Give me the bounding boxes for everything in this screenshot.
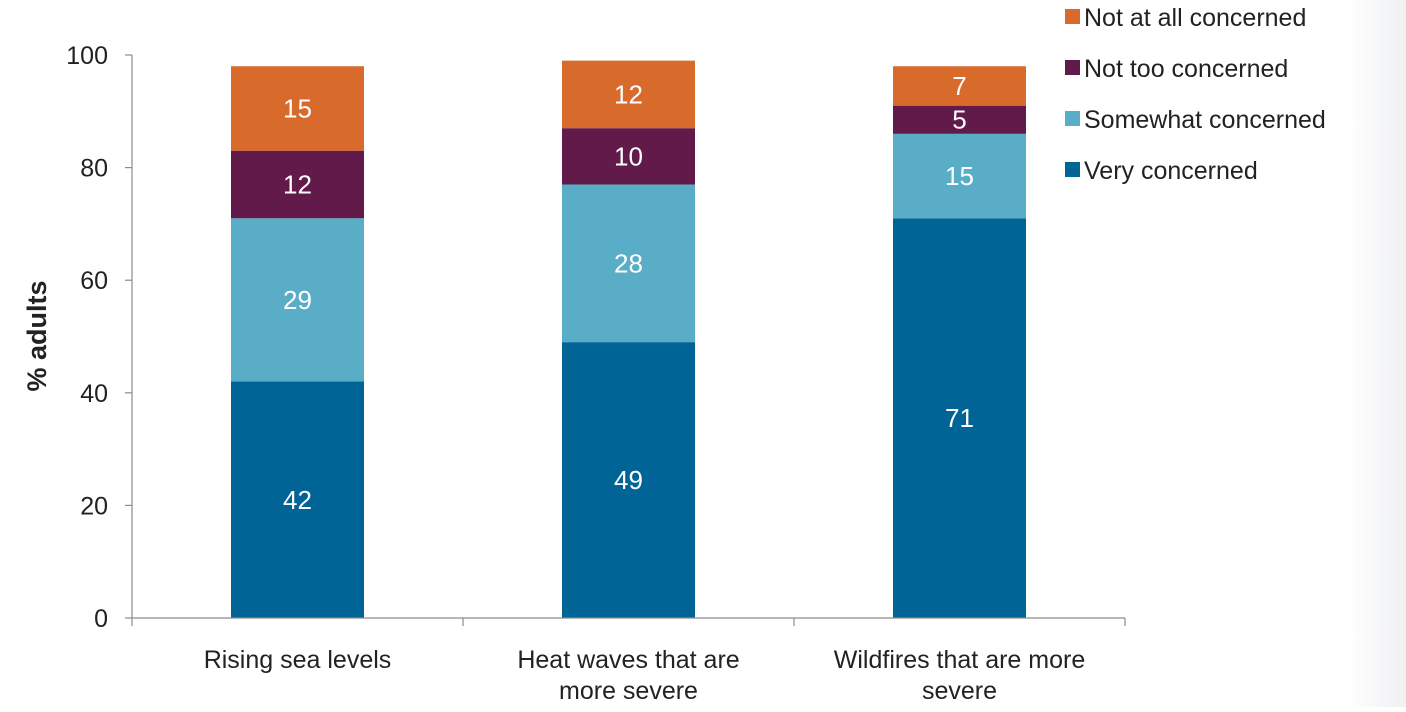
bar-segment xyxy=(231,150,364,219)
y-tick-label: 40 xyxy=(80,380,108,408)
bar-segment xyxy=(562,342,695,618)
y-tick-label: 60 xyxy=(80,267,108,295)
data-label: 12 xyxy=(283,169,312,199)
x-tick-label-line: severe xyxy=(922,677,997,705)
data-label: 49 xyxy=(614,465,643,495)
data-label: 5 xyxy=(952,105,966,135)
axes-group: 0 20 40 60 80 100 Rising sea levels Heat waves … xyxy=(22,42,1126,705)
x-tick-label-line: Rising sea levels xyxy=(204,646,392,674)
bars-group: 42 29 12 15 49 28 10 12 71 15 5 7 xyxy=(231,60,1026,618)
bar-segment xyxy=(231,66,364,151)
x-tick-label-line: more severe xyxy=(559,677,698,705)
bar-segment xyxy=(893,105,1026,134)
x-tick-label: Rising sea levels xyxy=(204,646,392,674)
bar-segment xyxy=(893,218,1026,618)
x-tick-label: Wildfires that are more severe xyxy=(834,646,1085,705)
legend-label: Not too concerned xyxy=(1084,55,1288,83)
data-label: 71 xyxy=(945,403,974,433)
legend-swatch xyxy=(1065,162,1080,177)
bar-segment xyxy=(562,128,695,185)
legend-swatch xyxy=(1065,60,1080,75)
bar-segment xyxy=(562,60,695,129)
y-tick-label: 20 xyxy=(80,492,108,520)
bar-segment xyxy=(893,133,1026,219)
data-label: 28 xyxy=(614,248,643,278)
x-tick-label-line: Heat waves that are xyxy=(517,646,739,674)
data-label: 15 xyxy=(945,161,974,191)
data-label: 15 xyxy=(283,93,312,123)
data-label: 29 xyxy=(283,285,312,315)
x-tick-label-line: Wildfires that are more xyxy=(834,646,1085,674)
y-axis-title: % adults xyxy=(22,280,52,391)
data-label: 42 xyxy=(283,485,312,515)
bar-segment xyxy=(231,381,364,618)
legend-label: Very concerned xyxy=(1084,157,1258,185)
legend-swatch xyxy=(1065,111,1080,126)
legend-label: Not at all concerned xyxy=(1084,4,1306,32)
legend-label: Somewhat concerned xyxy=(1084,106,1326,134)
legend: Not at all concerned Not too concerned Som… xyxy=(1065,4,1326,185)
bar-segment xyxy=(231,218,364,382)
legend-swatch xyxy=(1065,9,1080,24)
y-tick-label: 0 xyxy=(94,605,108,633)
data-label: 10 xyxy=(614,141,643,171)
x-tick-label: Heat waves that are more severe xyxy=(517,646,739,705)
bar-segment xyxy=(562,184,695,343)
y-tick-label: 100 xyxy=(66,42,108,70)
data-label: 12 xyxy=(614,79,643,109)
y-tick-label: 80 xyxy=(80,155,108,183)
bar-segment xyxy=(893,66,1026,106)
data-label: 7 xyxy=(952,71,966,101)
